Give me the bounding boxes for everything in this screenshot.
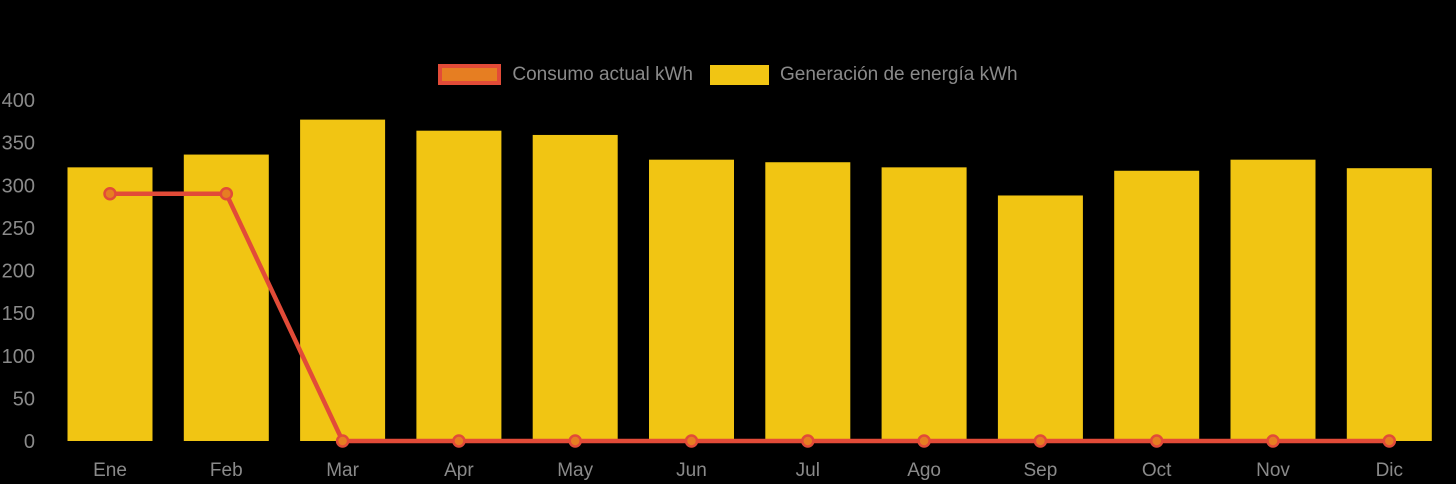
x-tick-label-jul: Jul <box>796 460 820 481</box>
x-tick-label-may: May <box>557 460 593 481</box>
line-consumo <box>107 191 1392 444</box>
x-tick-label-mar: Mar <box>326 460 359 481</box>
marker-apr[interactable] <box>452 434 466 448</box>
y-tick-label-250: 250 <box>2 218 35 240</box>
bar-apr[interactable] <box>416 130 502 441</box>
legend-swatch-consumo-icon <box>438 64 502 85</box>
x-tick-label-sep: Sep <box>1023 460 1057 481</box>
marker-nov[interactable] <box>1266 434 1280 448</box>
x-tick-label-ene: Ene <box>93 460 127 481</box>
x-tick-label-oct: Oct <box>1142 460 1172 481</box>
x-tick-label-apr: Apr <box>444 460 474 481</box>
bar-feb[interactable] <box>183 154 269 441</box>
marker-jul[interactable] <box>801 434 815 448</box>
x-tick-label-dic: Dic <box>1376 460 1403 481</box>
x-tick-label-jun: Jun <box>676 460 707 481</box>
y-tick-label-350: 350 <box>2 133 35 155</box>
y-tick-label-100: 100 <box>2 346 35 368</box>
bar-nov[interactable] <box>1230 159 1316 442</box>
y-tick-label-150: 150 <box>2 303 35 325</box>
legend-swatch-generacion-icon <box>709 64 769 85</box>
y-tick-label-400: 400 <box>2 90 35 112</box>
marker-jun[interactable] <box>684 434 699 448</box>
marker-oct[interactable] <box>1149 434 1164 448</box>
chart-legend: Consumo actual kWh Generación de energía… <box>0 64 1456 85</box>
legend-item-consumo[interactable]: Consumo actual kWh <box>438 64 693 85</box>
marker-sep[interactable] <box>1033 434 1048 448</box>
legend-label-generacion: Generación de energía kWh <box>779 64 1018 85</box>
marker-dic[interactable] <box>1382 434 1397 448</box>
bar-jul[interactable] <box>765 162 851 442</box>
y-tick-label-50: 50 <box>13 388 35 410</box>
y-tick-label-300: 300 <box>2 175 35 197</box>
bar-ene[interactable] <box>67 167 153 441</box>
marker-feb[interactable] <box>219 187 234 201</box>
y-tick-label-0: 0 <box>24 431 35 453</box>
bar-sep[interactable] <box>997 195 1083 441</box>
bar-may[interactable] <box>532 134 618 441</box>
marker-ene[interactable] <box>103 187 117 201</box>
x-tick-label-feb: Feb <box>210 460 243 481</box>
marker-mar[interactable] <box>335 434 350 448</box>
y-tick-label-200: 200 <box>2 261 35 283</box>
bar-dic[interactable] <box>1346 168 1432 441</box>
legend-item-generacion[interactable]: Generación de energía kWh <box>709 64 1018 85</box>
marker-may[interactable] <box>568 434 582 448</box>
x-tick-label-ago: Ago <box>907 460 941 481</box>
x-tick-label-nov: Nov <box>1256 460 1290 481</box>
bar-ago[interactable] <box>881 167 967 441</box>
bar-mar[interactable] <box>300 119 386 442</box>
marker-ago[interactable] <box>917 434 931 448</box>
legend-label-consumo: Consumo actual kWh <box>512 64 693 85</box>
bar-jun[interactable] <box>649 159 734 442</box>
bar-oct[interactable] <box>1114 170 1200 441</box>
